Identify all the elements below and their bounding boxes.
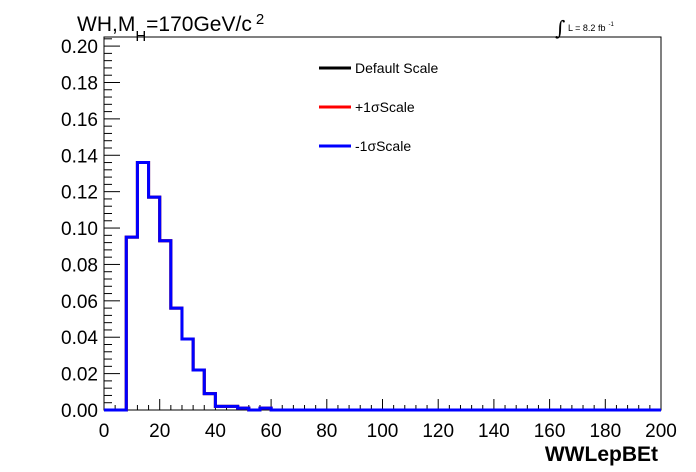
luminosity-text: L = 8.2 fb [568, 23, 605, 33]
x-tick-label: 200 [645, 421, 677, 442]
y-tick-label: 0.06 [61, 292, 98, 313]
y-tick-label: 0.20 [61, 37, 98, 58]
luminosity-label: L = 8.2 fb -1 [568, 22, 614, 33]
title-subscript: H [135, 28, 146, 45]
series-line-default [104, 161, 661, 412]
y-tick-label: 0.02 [61, 365, 98, 386]
x-tick-label: 60 [261, 421, 282, 442]
title-superscript: 2 [256, 11, 264, 28]
legend-label-default: Default Scale [355, 60, 438, 76]
y-tick-label: 0.08 [61, 255, 98, 276]
x-tick-label: 0 [99, 421, 110, 442]
x-tick-label: 40 [205, 421, 226, 442]
y-tick-label: 0.10 [61, 219, 98, 240]
y-tick-label: 0.12 [61, 183, 98, 204]
chart-title: WH,MH=170GeV/c 2 [77, 11, 264, 45]
title-prefix: WH,M [77, 13, 135, 36]
legend: Default Scale +1σScale -1σScale [319, 60, 438, 154]
luminosity-superscript: -1 [608, 22, 614, 28]
axis-ticks [103, 38, 662, 411]
x-tick-label: 20 [149, 421, 170, 442]
series-line-plus1sigma [104, 161, 661, 412]
luminosity-integral: ∫ [555, 16, 565, 40]
series-lines [104, 161, 661, 412]
x-tick-label: 120 [422, 421, 454, 442]
y-tick-label: 0.14 [61, 146, 98, 167]
x-tick-label: 140 [478, 421, 510, 442]
legend-label-minus1sigma: -1σScale [355, 138, 411, 154]
y-tick-label: 0.04 [61, 328, 98, 349]
x-tick-label: 100 [367, 421, 399, 442]
x-tick-label: 160 [534, 421, 566, 442]
plot-frame [103, 36, 662, 411]
y-tick-label: 0.18 [61, 73, 98, 94]
tick-labels: 0 20 40 60 80 100 120 140 160 180 200 0.00 0.02 0.04 0… [61, 37, 677, 442]
series-line-minus1sigma [104, 161, 661, 412]
x-axis-title: WWLepBEt [545, 443, 658, 466]
y-tick-label: 0.00 [61, 401, 98, 422]
y-tick-label: 0.16 [61, 110, 98, 131]
x-tick-label: 180 [589, 421, 621, 442]
legend-label-plus1sigma: +1σScale [355, 99, 415, 115]
x-tick-label: 80 [316, 421, 337, 442]
title-value: =170GeV/c [146, 13, 252, 36]
